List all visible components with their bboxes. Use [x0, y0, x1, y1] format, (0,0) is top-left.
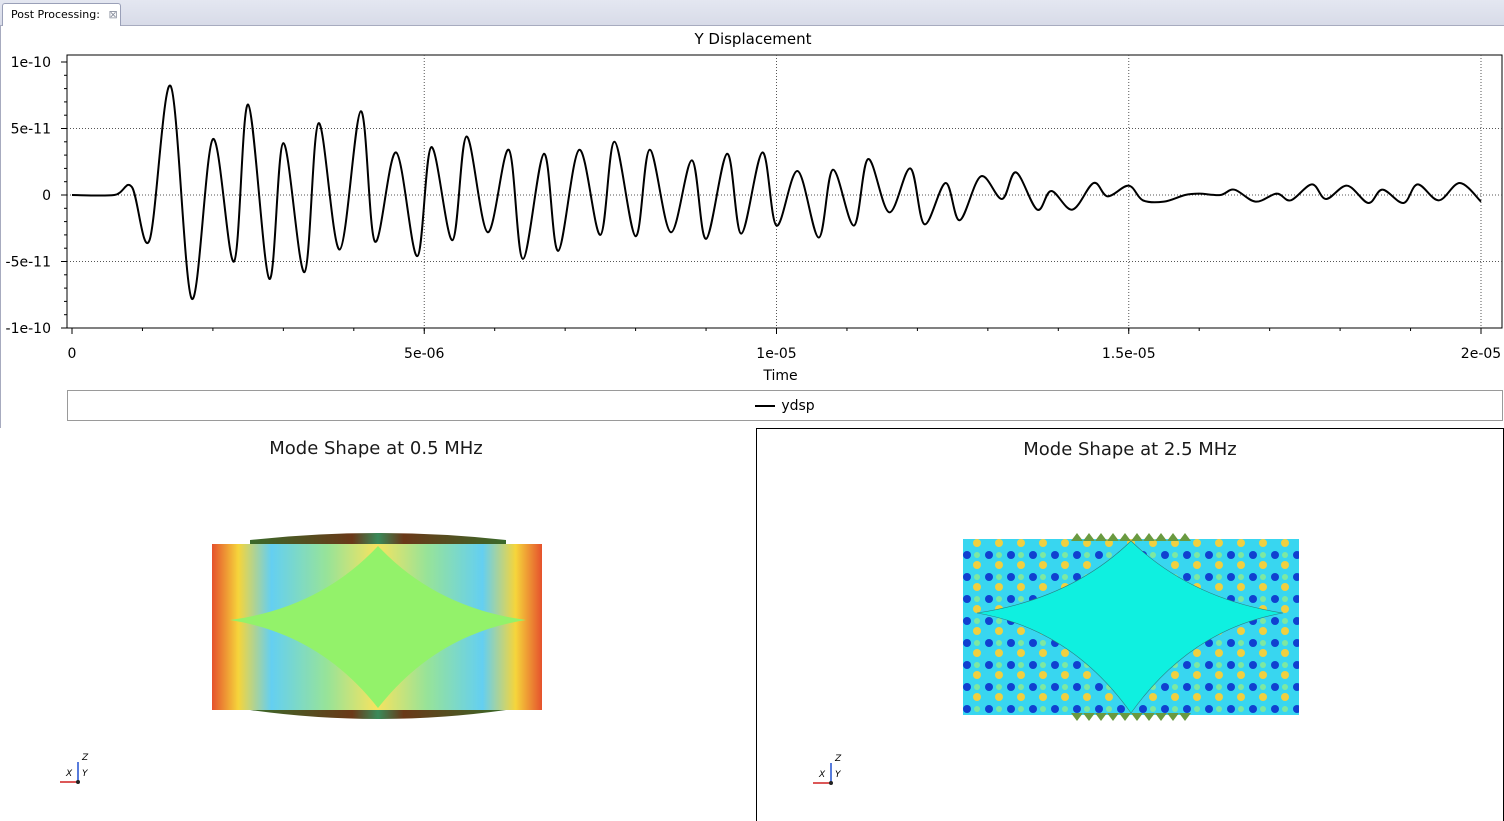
y-tick-label: -5e-11: [6, 255, 51, 271]
y-tick-label: 5e-11: [11, 122, 51, 138]
svg-text:X: X: [65, 769, 73, 779]
mode-shape-plot-0-5mhz: [212, 533, 542, 719]
orientation-axes-widget: Z X Y: [56, 748, 96, 792]
tab-post-processing[interactable]: Post Processing: ⊠: [2, 3, 121, 26]
render-view-left[interactable]: Mode Shape at 0.5 MHz: [0, 428, 752, 821]
plot-frame: [66, 54, 1503, 329]
legend-swatch: [755, 404, 776, 407]
x-tick-label: 1.5e-05: [1102, 346, 1156, 362]
series-line-ydsp: [71, 84, 1482, 300]
post-processing-panel: Y Displacement 0 5e-06 1e-05 1.5e-05 2e-05 1e…: [0, 26, 1504, 821]
svg-text:X: X: [818, 770, 826, 780]
y-tick-label: 1e-10: [11, 55, 51, 71]
svg-text:Z: Z: [834, 754, 842, 764]
mode-shape-plot-2-5mhz: [963, 533, 1299, 721]
tab-label: Post Processing:: [11, 8, 100, 21]
line-chart[interactable]: 0 5e-06 1e-05 1.5e-05 2e-05 1e-10 5e-11 0 -5e-11…: [1, 26, 1504, 386]
x-tick-label: 2e-05: [1461, 346, 1501, 362]
tab-bar: Post Processing: ⊠: [0, 0, 1504, 26]
render-view-right[interactable]: Mode Shape at 2.5 MHz Z X Y: [756, 428, 1504, 821]
chart-legend: ydsp: [67, 390, 1503, 421]
view-title: Mode Shape at 2.5 MHz: [1023, 439, 1237, 460]
view-title: Mode Shape at 0.5 MHz: [269, 438, 483, 459]
svg-text:Z: Z: [81, 753, 89, 763]
x-axis-label: Time: [762, 368, 797, 384]
x-tick-label: 0: [68, 346, 77, 362]
x-tick-label: 5e-06: [404, 346, 444, 362]
chart-title: Y Displacement: [694, 30, 812, 48]
y-tick-label: -1e-10: [6, 321, 51, 337]
legend-label: ydsp: [781, 397, 815, 414]
orientation-axes-widget: Z X Y: [809, 749, 849, 793]
svg-text:Y: Y: [82, 769, 89, 779]
y-tick-label: 0: [42, 188, 51, 204]
x-tick-label: 1e-05: [756, 346, 796, 362]
close-icon[interactable]: ⊠: [108, 8, 118, 21]
svg-text:Y: Y: [835, 770, 842, 780]
